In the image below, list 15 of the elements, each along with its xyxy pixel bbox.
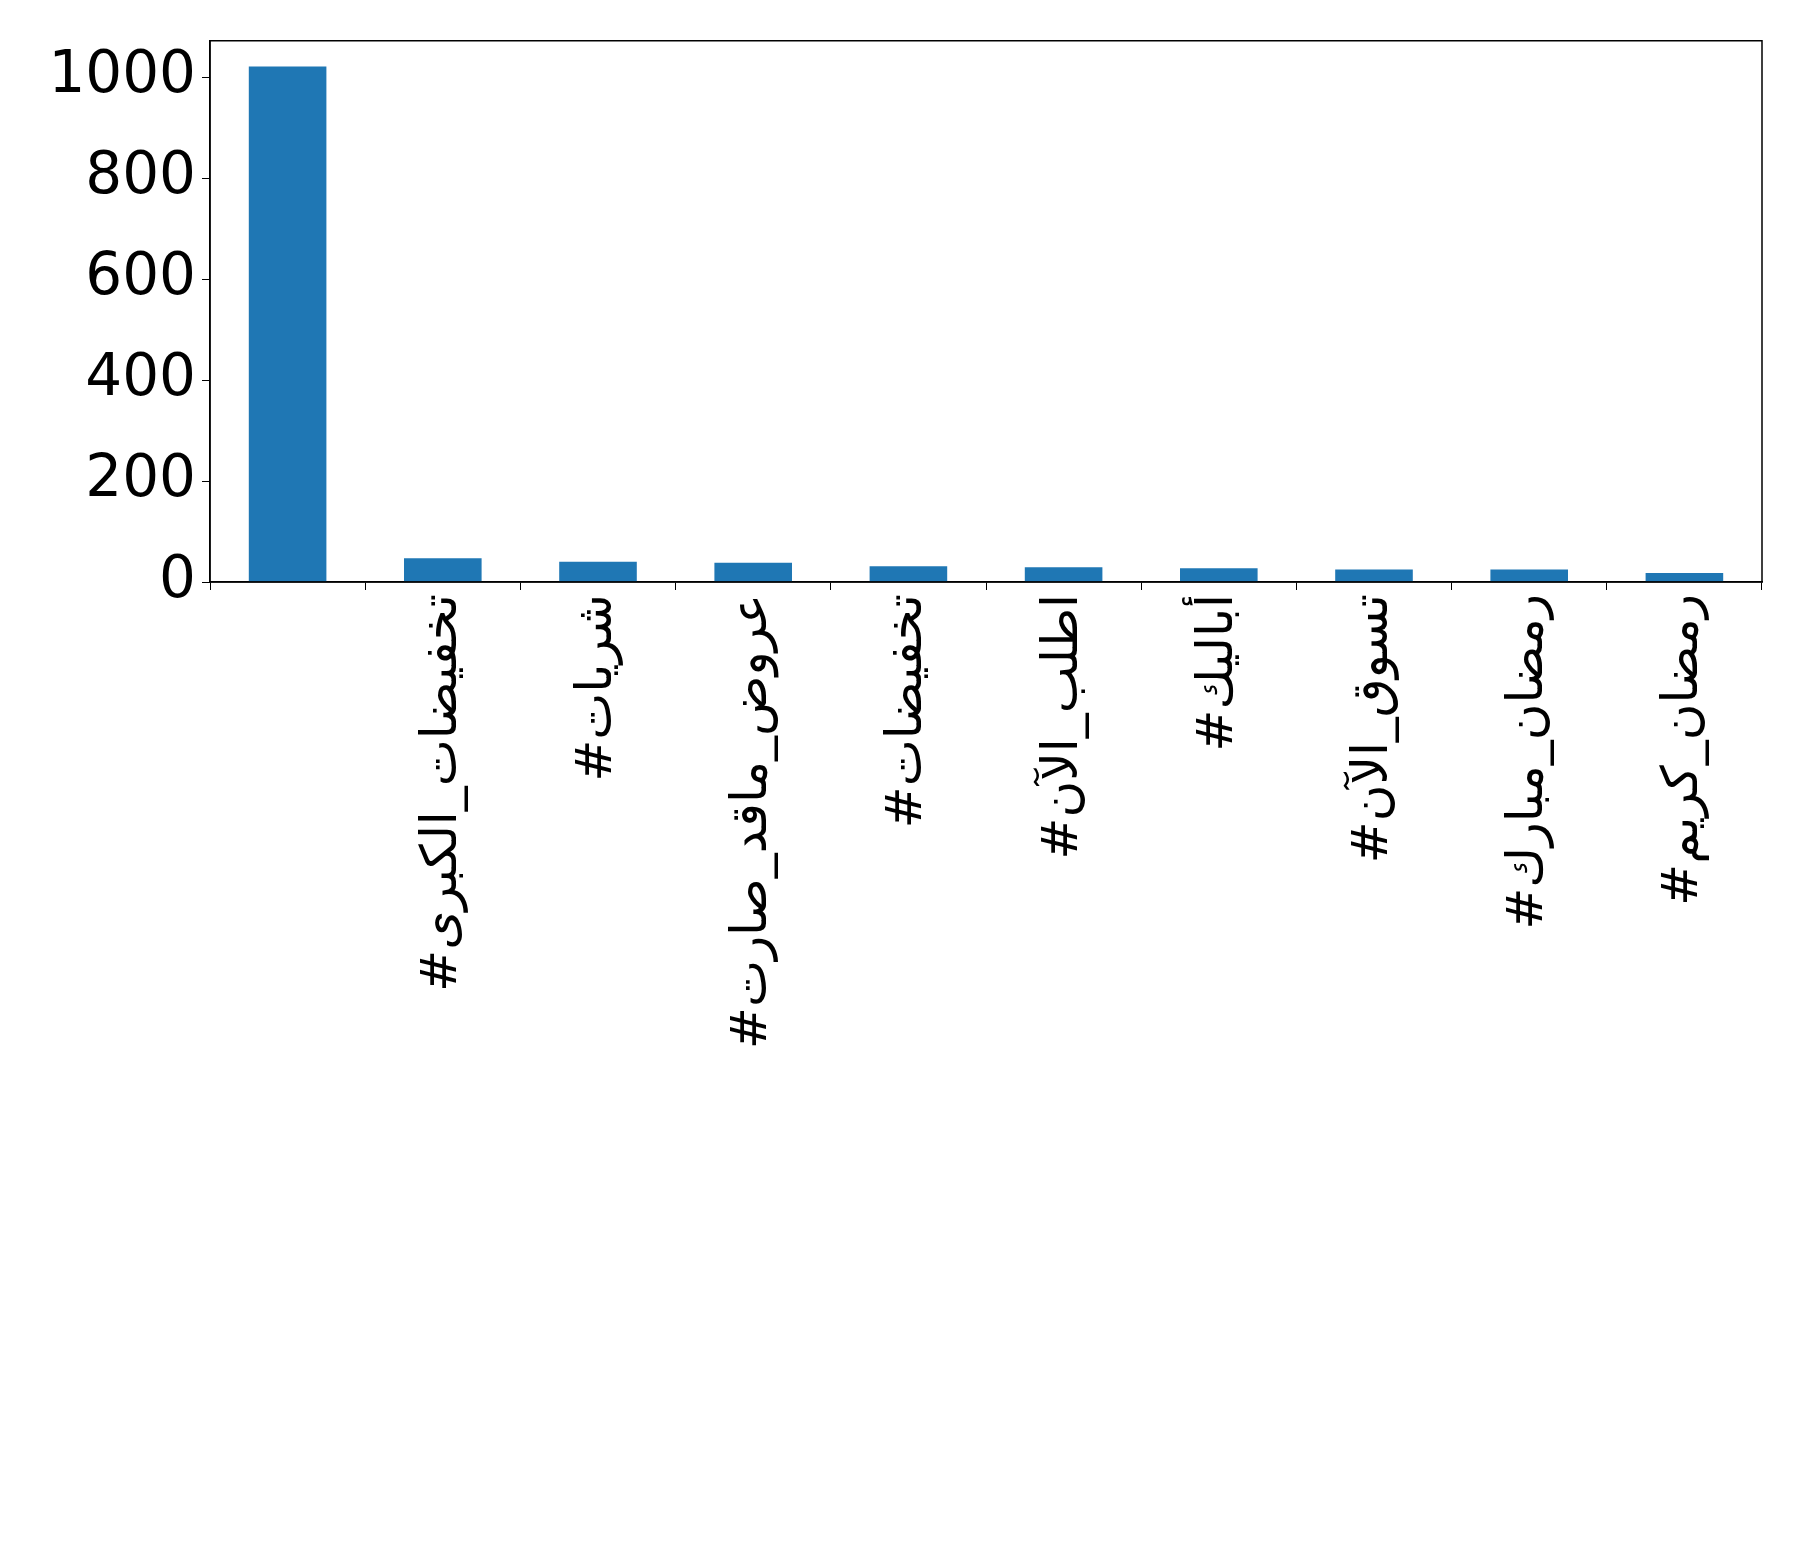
y-tick-label: 200	[85, 442, 196, 511]
x-tick-label: #اطلب_الآن	[1030, 594, 1089, 860]
x-tick-label: #عروض_ماقد_صارت	[720, 594, 780, 1049]
x-tick-label: #شريات	[564, 594, 623, 782]
y-tick-label: 1000	[48, 38, 196, 107]
y-tick-label: 800	[85, 139, 196, 208]
y-tick-label: 0	[159, 543, 196, 612]
x-tick-label: #تسوق_الآن	[1340, 594, 1399, 864]
x-tick-label: #أباليك	[1181, 594, 1244, 752]
y-tick-label: 400	[85, 341, 196, 410]
x-tick-label: #رمضان_مبارك	[1496, 594, 1555, 930]
x-tick-label: #تخفيضات_الكبرى	[409, 594, 468, 992]
y-tick-label: 600	[85, 240, 196, 309]
x-tick-label: #تخفيضات	[875, 594, 934, 829]
x-tick-label: #رمضان_كريم	[1651, 594, 1710, 906]
